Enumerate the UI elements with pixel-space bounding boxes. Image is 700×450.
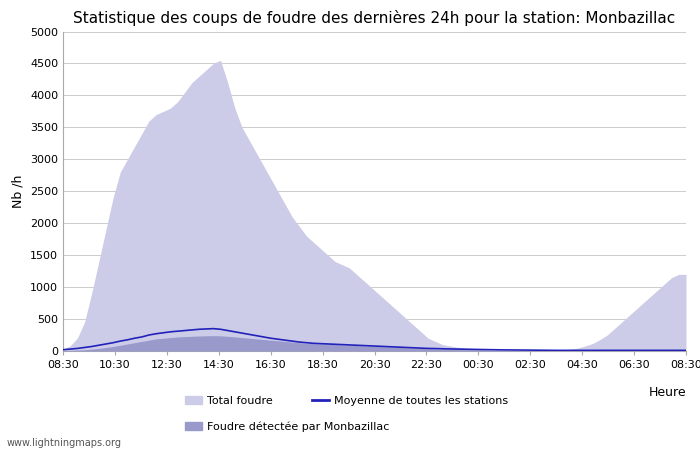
Y-axis label: Nb /h: Nb /h <box>11 175 25 208</box>
Text: Heure: Heure <box>648 386 686 399</box>
Legend: Foudre détectée par Monbazillac: Foudre détectée par Monbazillac <box>181 417 394 436</box>
Title: Statistique des coups de foudre des dernières 24h pour la station: Monbazillac: Statistique des coups de foudre des dern… <box>74 10 676 26</box>
Text: www.lightningmaps.org: www.lightningmaps.org <box>7 438 122 448</box>
